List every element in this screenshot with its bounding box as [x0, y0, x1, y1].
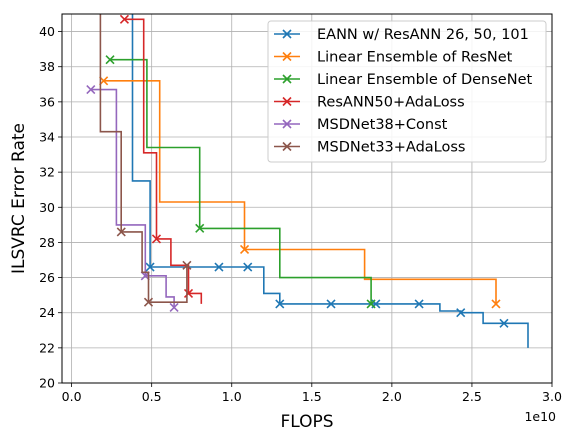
series-1 — [131, 14, 529, 348]
legend-swatch-marker — [282, 74, 292, 84]
legend-label: MSDNet33+AdaLoss — [317, 140, 466, 156]
y-tick-label: 38 — [39, 59, 55, 74]
data-point-marker — [214, 262, 224, 272]
series-6 — [99, 14, 192, 307]
y-tick-label: 32 — [39, 165, 55, 180]
x-axis-label: FLOPS — [280, 412, 333, 432]
data-point-marker — [143, 297, 154, 307]
legend-swatch-marker — [282, 141, 292, 152]
y-tick-label: 20 — [39, 376, 55, 391]
data-point-marker — [183, 288, 194, 298]
x-tick-label: 2.0 — [382, 389, 402, 404]
x-tick-label: 3.0 — [542, 389, 562, 404]
legend-label: Linear Ensemble of ResNet — [317, 50, 513, 66]
data-point-marker — [119, 14, 130, 24]
y-tick-label: 24 — [39, 305, 55, 320]
series-3 — [105, 55, 376, 309]
y-tick-label: 26 — [39, 270, 55, 285]
data-point-marker — [182, 260, 192, 270]
series-4 — [119, 14, 203, 304]
y-tick-label: 36 — [39, 94, 55, 109]
legend-label: Linear Ensemble of DenseNet — [317, 72, 532, 88]
data-point-marker — [195, 223, 205, 233]
data-point-marker — [499, 318, 509, 328]
plot-frame — [61, 13, 553, 384]
x-axis-offset-label: 1e10 — [524, 409, 556, 424]
x-tick-label: 0.0 — [62, 389, 82, 404]
legend: EANN w/ ResANN 26, 50, 101 Linear Ensembl… — [267, 20, 547, 163]
y-tick-label: 28 — [39, 235, 55, 250]
legend-item: ResANN50+AdaLoss — [274, 95, 465, 111]
legend-swatch-marker — [282, 96, 292, 107]
x-tick-label: 1.5 — [302, 389, 322, 404]
tick-layer: 0.0 0.5 1.0 1.5 2.0 2.5 3.0 20 22 24 26 28 30 32 34 36 3… — [39, 24, 562, 404]
legend-item: EANN w/ ResANN 26, 50, 101 — [274, 27, 529, 43]
x-tick-label: 2.5 — [462, 389, 482, 404]
y-tick-label: 34 — [39, 130, 55, 145]
series-line — [99, 14, 188, 303]
data-point-marker — [239, 244, 250, 255]
legend-box — [267, 20, 547, 163]
data-point-marker — [275, 299, 285, 309]
data-point-marker — [105, 55, 115, 65]
data-point-marker — [169, 302, 179, 313]
y-tick-label: 40 — [39, 24, 55, 39]
series-layer — [86, 14, 529, 348]
y-axis-label: ILSVRC Error Rate — [9, 123, 29, 274]
data-point-marker — [326, 299, 336, 309]
data-point-marker — [116, 227, 126, 237]
legend-label: MSDNet38+Const — [317, 117, 448, 133]
legend-swatch-marker — [282, 119, 292, 129]
data-point-marker — [86, 84, 96, 95]
series-line — [124, 18, 203, 304]
legend-label: EANN w/ ResANN 26, 50, 101 — [317, 27, 529, 43]
data-point-marker — [151, 234, 162, 244]
data-point-marker — [414, 299, 424, 309]
data-point-marker — [243, 262, 253, 272]
legend-item: MSDNet33+AdaLoss — [274, 140, 466, 156]
legend-item: Linear Ensemble of DenseNet — [274, 72, 532, 88]
legend-item: MSDNet38+Const — [274, 117, 448, 133]
legend-label: ResANN50+AdaLoss — [317, 95, 465, 111]
x-tick-label: 0.5 — [142, 389, 162, 404]
y-tick-label: 30 — [39, 200, 55, 215]
legend-swatch-marker — [282, 29, 292, 39]
data-point-marker — [366, 299, 376, 309]
legend-item: Linear Ensemble of ResNet — [274, 50, 513, 66]
y-tick-label: 22 — [39, 340, 55, 355]
data-point-marker — [491, 299, 501, 309]
data-point-marker — [456, 308, 466, 318]
legend-swatch-marker — [282, 51, 292, 62]
x-tick-label: 1.0 — [222, 389, 242, 404]
data-point-marker — [145, 262, 155, 272]
